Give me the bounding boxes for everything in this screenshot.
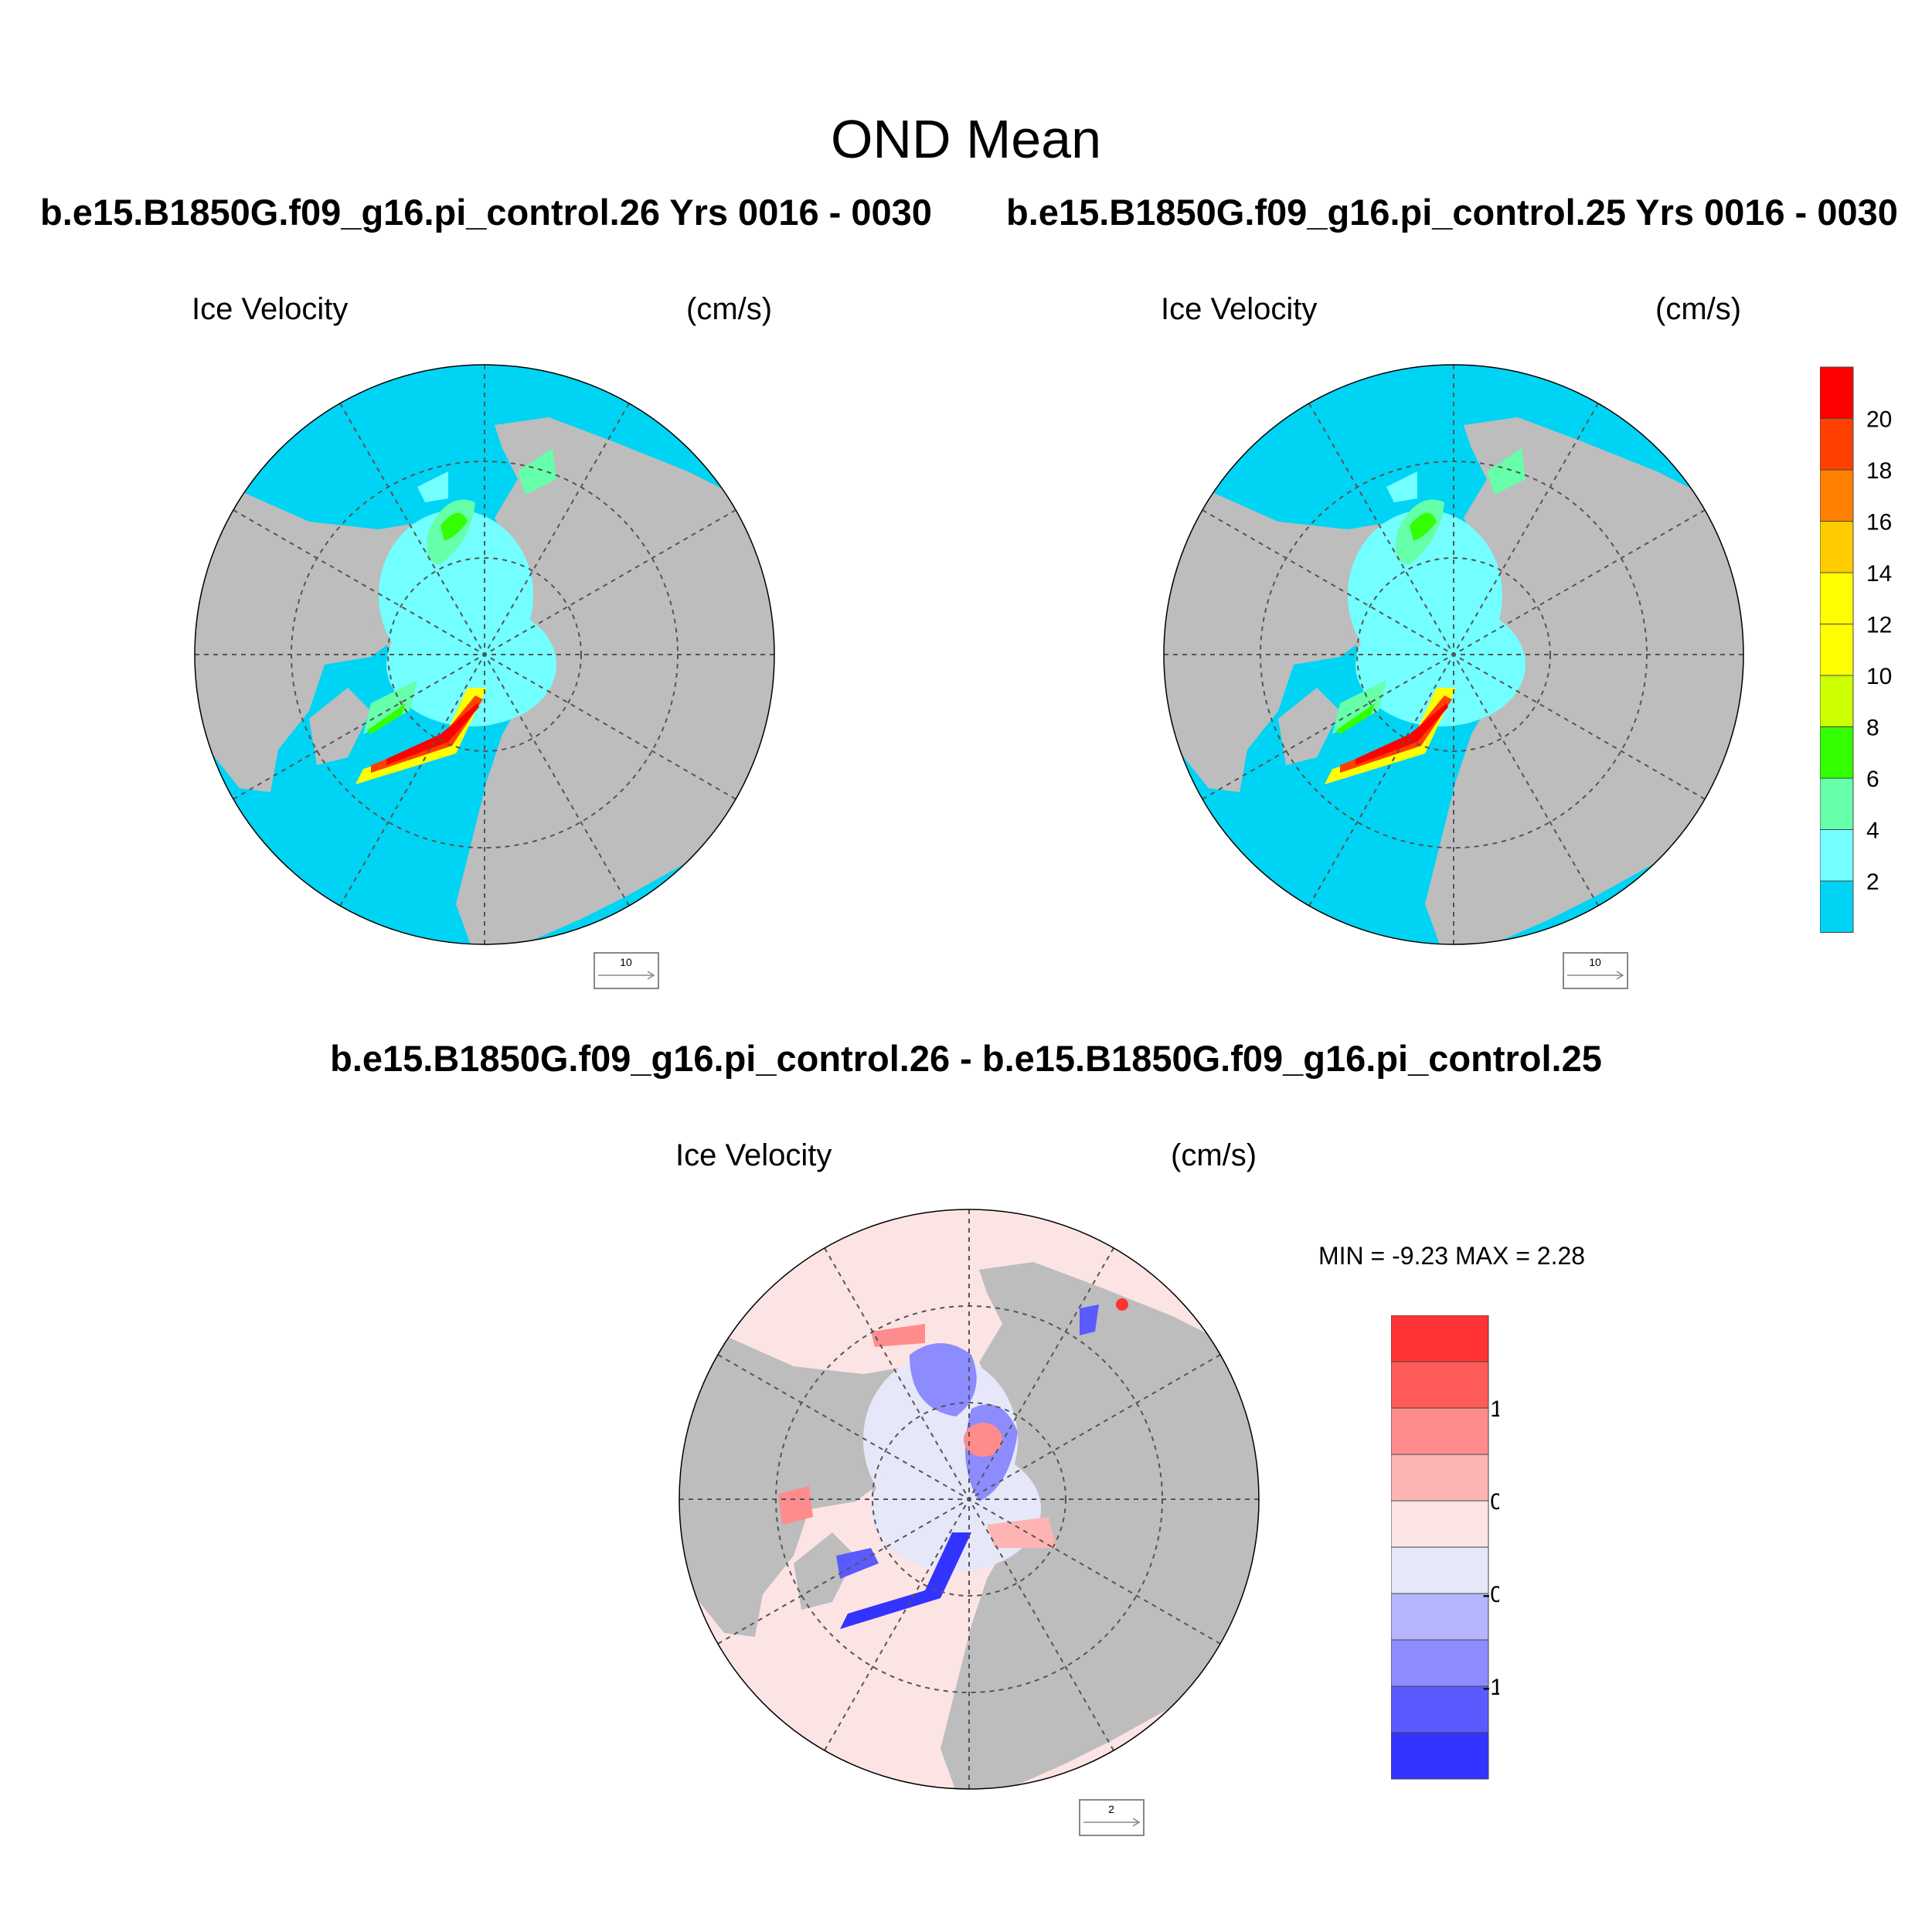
colorbar-box — [1391, 1315, 1489, 1362]
colorbar-box — [1391, 1593, 1489, 1641]
difference-colorbar: 21.510.50-0.5-1-1.5-2 — [1391, 1315, 1499, 1780]
colorbar-tick-label: 10 — [1866, 664, 1892, 689]
left-map-units-label: (cm/s) — [686, 292, 773, 326]
right-map-units-label: (cm/s) — [1655, 292, 1742, 326]
colorbar-tick-label: -1.5 — [1482, 1675, 1499, 1700]
difference-polar-map — [679, 1209, 1260, 1790]
colorbar-tick-label: 1.5 — [1490, 1396, 1499, 1422]
colorbar-tick-label: 12 — [1866, 613, 1892, 638]
colorbar-tick-label: 0.5 — [1490, 1489, 1499, 1515]
colorbar-box — [1391, 1407, 1489, 1455]
left-map-variable-label: Ice Velocity — [192, 292, 349, 326]
colorbar-box — [1391, 1546, 1489, 1594]
right-reference-vector-label: 10 — [1589, 956, 1601, 968]
colorbar-box — [1820, 521, 1854, 573]
right-reference-vector: 10 — [1563, 952, 1628, 989]
figure-title: OND Mean — [830, 109, 1102, 169]
land-masses — [195, 417, 774, 944]
colorbar-box — [1391, 1454, 1489, 1502]
left-reference-vector-label: 10 — [620, 956, 632, 968]
difference-panel-title: b.e15.B1850G.f09_g16.pi_control.26 - b.e… — [330, 1038, 1602, 1079]
colorbar-box — [1820, 418, 1854, 471]
colorbar-box — [1820, 366, 1854, 419]
colorbar-box — [1820, 572, 1854, 624]
colorbar-tick-label: 2 — [1866, 869, 1879, 895]
left-polar-map — [194, 364, 775, 945]
colorbar-tick-label: 8 — [1866, 716, 1879, 741]
right-polar-map — [1163, 364, 1744, 945]
graticule — [195, 365, 774, 944]
right-map-variable-label: Ice Velocity — [1161, 292, 1318, 326]
velocity-colorbar: 20 18 16 14 12 10 8 6 4 2 — [1820, 366, 1892, 933]
colorbar-box — [1820, 675, 1854, 727]
colorbar-box — [1391, 1361, 1489, 1409]
diff-map-variable-label: Ice Velocity — [675, 1138, 832, 1172]
colorbar-box — [1820, 726, 1854, 779]
graticule — [679, 1209, 1259, 1789]
map-boundary — [194, 364, 775, 945]
colorbar-box — [1820, 829, 1854, 882]
colorbar-box — [1391, 1732, 1489, 1780]
diff-reference-vector-label: 2 — [1108, 1803, 1114, 1815]
map-boundary — [679, 1209, 1260, 1790]
colorbar-box — [1391, 1685, 1489, 1733]
colorbar-box — [1820, 777, 1854, 830]
colorbar-tick-label: 6 — [1866, 767, 1879, 792]
colorbar-tick-label: 18 — [1866, 458, 1892, 484]
colorbar-tick-label: 4 — [1866, 818, 1879, 844]
land-masses — [679, 1262, 1259, 1789]
colorbar-box — [1820, 469, 1854, 522]
colorbar-tick-label: 20 — [1866, 407, 1892, 433]
diff-map-units-label: (cm/s) — [1171, 1138, 1257, 1172]
right-panel-case-title: b.e15.B1850G.f09_g16.pi_control.25 Yrs 0… — [1006, 192, 1898, 233]
left-reference-vector: 10 — [594, 952, 659, 989]
graticule — [1164, 365, 1743, 944]
diff-reference-vector: 2 — [1079, 1799, 1145, 1836]
colorbar-tick-label: 16 — [1866, 510, 1892, 536]
colorbar-tick-label: -0.5 — [1482, 1582, 1499, 1607]
colorbar-tick-label: 14 — [1866, 561, 1892, 587]
colorbar-box — [1391, 1639, 1489, 1687]
colorbar-box — [1391, 1500, 1489, 1548]
diff-min-max-text: MIN = -9.23 MAX = 2.28 — [1318, 1242, 1586, 1270]
map-boundary — [1163, 364, 1744, 945]
left-panel-case-title: b.e15.B1850G.f09_g16.pi_control.26 Yrs 0… — [40, 192, 932, 233]
colorbar-box — [1820, 624, 1854, 676]
colorbar-box — [1820, 880, 1854, 933]
